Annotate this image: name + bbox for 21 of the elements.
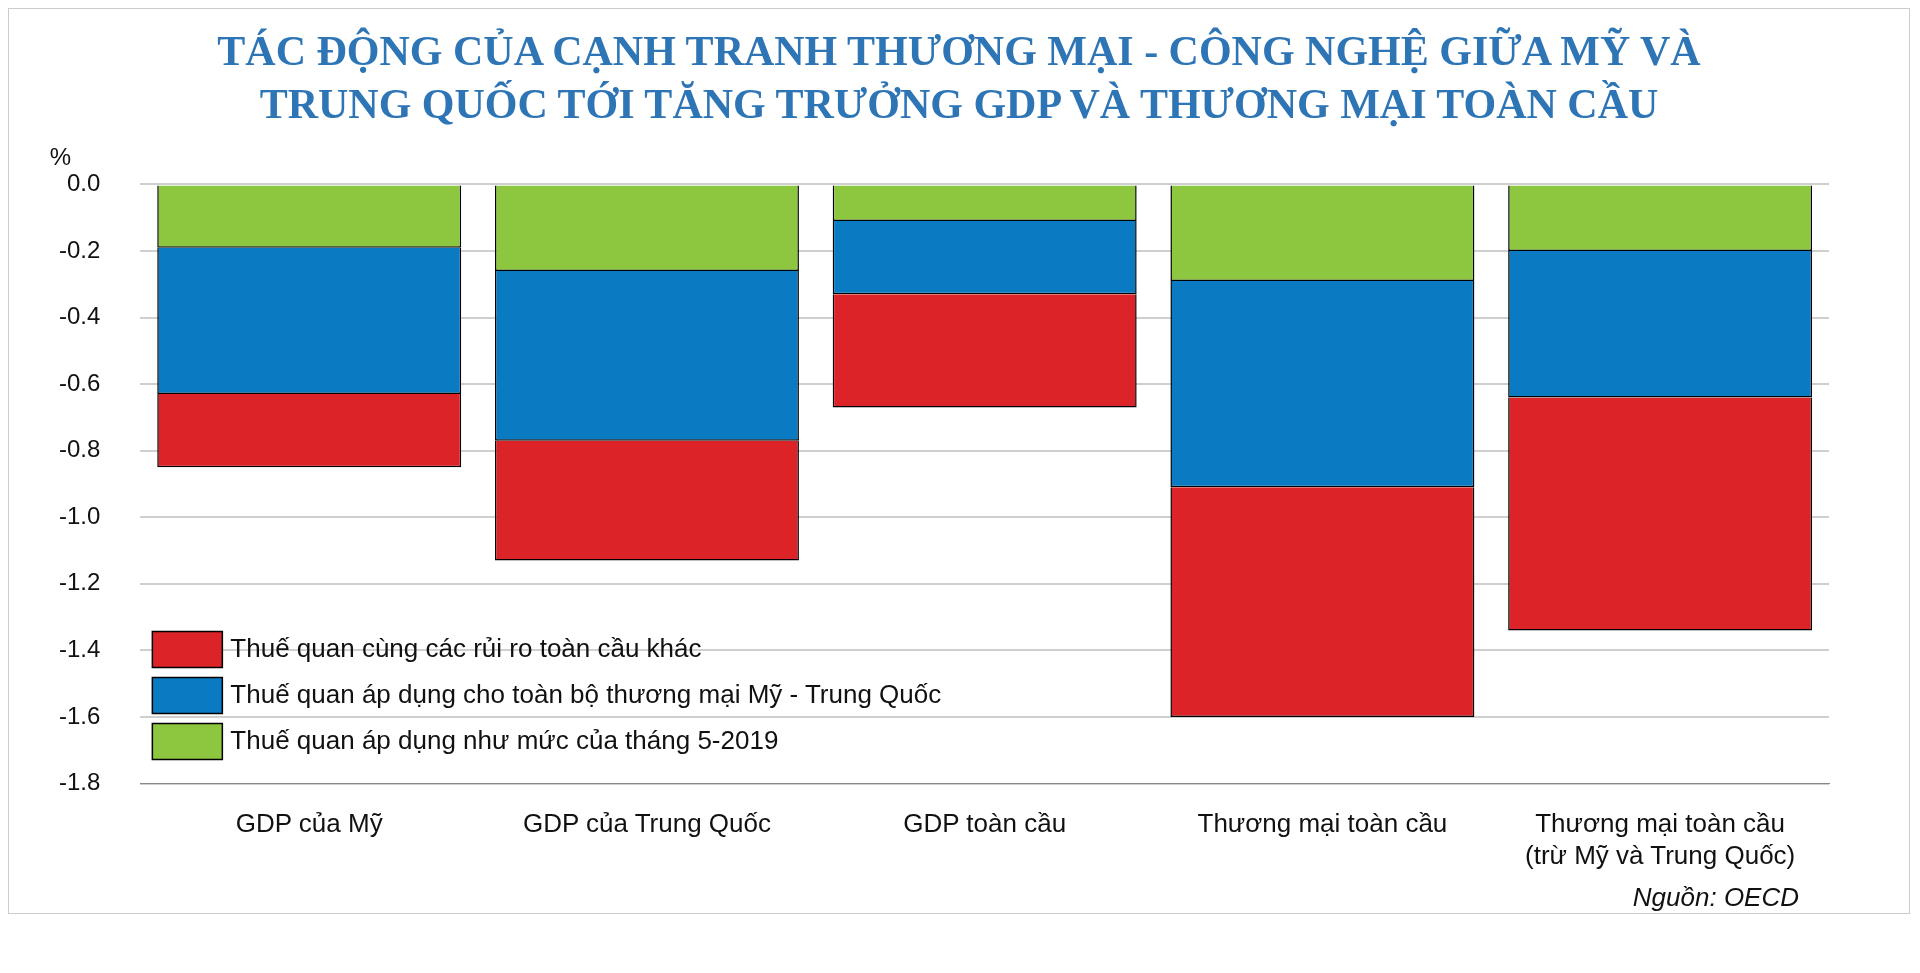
y-tick-label: -0.2	[59, 235, 101, 263]
chart-title: TÁC ĐỘNG CỦA CẠNH TRANH THƯƠNG MẠI - CÔNG NGHỆ GIỮA MỸ VÀ TRUNG QUỐC TỚI TĂNG TRƯỞNG GDP VÀ THƯƠNG MẠI TOÀN CẦU	[216, 26, 1702, 129]
x-tick-label: Thương mại toàn cầu	[1197, 808, 1448, 839]
y-axis-title: %	[49, 143, 72, 171]
legend-label: Thuế quan cùng các rủi ro toàn cầu khác	[230, 632, 702, 663]
y-tick-label: -1.8	[59, 768, 101, 796]
y-tick-label: 0.0	[66, 169, 101, 197]
y-tick-label: -1.6	[59, 701, 101, 729]
y-tick-label: -0.4	[59, 302, 101, 330]
x-tick-label: GDP toàn cầu	[903, 808, 1067, 839]
text: Nguồn: OECD	[1631, 882, 1800, 913]
legend-label: Thuế quan áp dụng như mức của tháng 5-2019	[230, 724, 779, 755]
x-tick-label: Thương mại toàn cầu (trừ Mỹ và Trung Quốc)	[1525, 808, 1796, 870]
y-tick-label: -0.8	[59, 435, 101, 463]
x-tick-label: GDP của Mỹ	[235, 808, 383, 839]
x-tick-label: GDP của Trung Quốc	[522, 808, 771, 839]
y-tick-label: -0.6	[59, 368, 101, 396]
legend-label: Thuế quan áp dụng cho toàn bộ thương mại Mỹ - Trung Quốc	[230, 678, 942, 709]
y-tick-label: -1.2	[59, 568, 101, 596]
y-tick-label: -1.4	[59, 635, 101, 663]
y-tick-label: -1.0	[59, 501, 101, 529]
